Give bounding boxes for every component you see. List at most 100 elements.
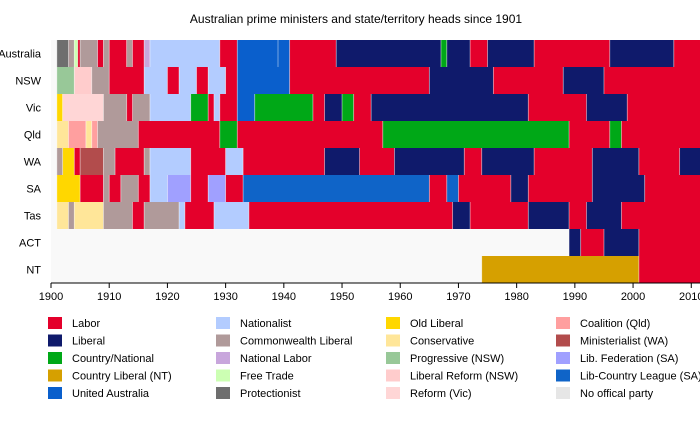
legend-label: Coalition (Qld) [580,318,650,330]
legend-label: Lib. Federation (SA) [580,353,678,365]
timeline-segment: Tas: labor [621,202,700,229]
x-tick-label: 1900 [39,291,63,303]
timeline-segment: Australia: country [440,40,447,67]
timeline-segment: NSW: libreform [74,67,92,94]
timeline-segment: SA: liberal [592,175,645,202]
timeline-segment: Vic: country [254,94,313,121]
timeline-segment: Tas: labor [569,202,587,229]
timeline-segment: SA: cwlib [120,175,139,202]
legend-swatch [386,369,400,382]
timeline-segment: Vic: ua [237,94,255,121]
row-label: Australia [0,49,42,61]
x-tick-label: 1940 [272,291,296,303]
timeline-segment: NSW: labor [109,67,145,94]
timeline-segment: Tas: liberal [528,202,570,229]
timeline-segment: NSW: nationalist [208,67,226,94]
timeline-segment: Qld: coalitionqld [91,121,98,148]
timeline-segment: Australia: cwlib [126,40,133,67]
timeline-segment: Tas: conservative [56,202,69,229]
timeline-segment: SA: labor [190,175,209,202]
timeline-segment: Qld: labor [621,121,700,148]
timeline-segment: WA: nationalist [225,148,244,175]
legend-swatch [216,387,230,399]
legend-swatch [216,317,230,329]
row-label: Vic [26,103,42,115]
timeline-segment: WA: labor [464,148,482,175]
timeline-segment: Australia: labor [673,40,700,67]
timeline-segment: Tas: labor [470,202,529,229]
timeline-segment: WA: cwlib [56,148,63,175]
timeline-segment: WA: labor [359,148,395,175]
row-label: NSW [15,76,41,88]
legend-label: Country/National [72,353,154,365]
legend-swatch [48,369,62,382]
chart-title: Australian prime ministers and state/ter… [190,12,522,26]
timeline-segment: Australia: labor [109,40,127,67]
timeline-segment: WA: labor [534,148,593,175]
timeline-segment: Australia: liberal [336,40,441,67]
legend-label: Ministerialist (WA) [580,336,668,348]
timeline-segment: SA: labor [80,175,104,202]
legend-swatch [556,369,570,382]
legend-label: Liberal [72,336,105,348]
timeline-segment: Australia: cwlib [103,40,110,67]
x-tick-label: 1930 [213,291,237,303]
timeline-segment: WA: cwlib [103,148,116,175]
timeline-segment: WA: liberal [679,148,700,175]
legend-swatch [48,387,62,399]
legend-swatch [386,334,400,347]
timeline-segment: WA: labor [190,148,226,175]
timeline-segment: Vic: country [190,94,209,121]
row-label: WA [24,157,42,169]
legend-label: National Labor [240,353,312,365]
legend-label: Reform (Vic) [410,388,472,400]
timeline-segment: Vic: labor [126,94,133,121]
timeline-segment: WA: labor [115,148,145,175]
legend-swatch [48,317,62,329]
timeline-segment: WA: nationalist [149,148,191,175]
timeline-segment: Qld: cwlib [97,121,139,148]
timeline-segment: SA: libfed [208,175,226,202]
timeline-segment: ACT: liberal [603,229,639,256]
timeline-segment: Vic: liberal [371,94,529,121]
timeline-segment: NT: labor [638,256,700,283]
legend-label: Progressive (NSW) [410,353,504,365]
timeline-segment: NSW: nationalist [144,67,168,94]
legend-swatch [556,317,570,329]
timeline-segment: SA: lcl [243,175,430,202]
legend-swatch [556,352,570,364]
timeline-segment: Australia: labor [470,40,488,67]
legend-swatch [556,334,570,347]
legend-label: Protectionist [240,388,301,400]
x-tick-label: 1920 [155,291,179,303]
timeline-segment: Vic: oldlib [56,94,63,121]
timeline-segment: Vic: liberal [586,94,628,121]
timeline-segment: Vic: labor [353,94,372,121]
timeline-segment: Vic: cwlib [132,94,150,121]
timeline-segment: WA: liberal [324,148,360,175]
row-label: ACT [19,238,41,250]
row-label: Qld [24,130,41,142]
timeline-segment: Vic: labor [528,94,587,121]
timeline-segment: Tas: nationalist [213,202,249,229]
x-tick-label: 2010 [679,291,700,303]
timeline-segment: Australia: cwlib [68,40,75,67]
timeline-segment: Vic: labor [312,94,325,121]
x-tick-label: 1950 [330,291,354,303]
timeline-segment: SA: cwlib [103,175,110,202]
timeline-segment: Tas: cwlib [103,202,133,229]
timeline-segment: NSW: ua [237,67,290,94]
legend-label: United Australia [72,388,150,400]
timeline-segment: NSW: liberal [429,67,494,94]
timeline-segment: ACT: labor [580,229,604,256]
timeline-segment: Tas: labor [184,202,214,229]
timeline-segment: SA: labor [458,175,511,202]
legend-label: Country Liberal (NT) [72,371,172,383]
timeline-segment: Australia: ua [278,40,290,67]
timeline-segment: SA: labor [528,175,593,202]
timeline-segment: Tas: liberal [452,202,471,229]
timeline-segment: Qld: labor [237,121,383,148]
timeline-segment: Tas: conservative [74,202,104,229]
timeline-segment: SA: libfed [167,175,191,202]
timeline-segment: NSW: labor [167,67,180,94]
